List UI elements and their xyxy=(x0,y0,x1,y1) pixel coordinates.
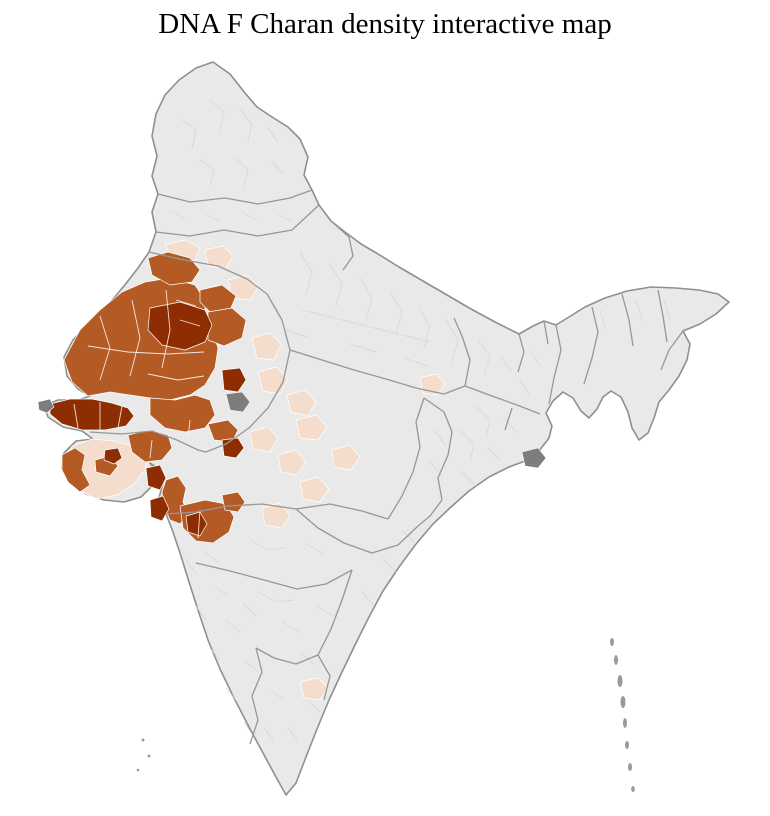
density-region-high[interactable] xyxy=(149,495,170,522)
andaman-island[interactable] xyxy=(631,786,635,792)
no-data-region[interactable] xyxy=(37,398,55,414)
andaman-island[interactable] xyxy=(623,718,627,728)
andaman-island[interactable] xyxy=(614,655,618,665)
density-region-low[interactable] xyxy=(261,502,291,529)
density-region-low[interactable] xyxy=(204,245,234,269)
density-region-low[interactable] xyxy=(295,414,328,441)
density-region-high[interactable] xyxy=(49,398,135,431)
density-region-high[interactable] xyxy=(147,301,213,351)
density-region-medium[interactable] xyxy=(207,419,239,443)
density-region-high[interactable] xyxy=(145,464,167,491)
lakshadweep-island[interactable] xyxy=(136,768,140,772)
andaman-island[interactable] xyxy=(620,696,626,708)
district-borders xyxy=(169,99,671,741)
no-data-region[interactable] xyxy=(225,391,251,413)
andaman-island[interactable] xyxy=(625,741,629,749)
density-region-low[interactable] xyxy=(299,677,329,701)
density-region-medium[interactable] xyxy=(61,447,91,493)
density-region-high[interactable] xyxy=(103,447,123,465)
density-region-low[interactable] xyxy=(251,332,282,361)
density-region-low[interactable] xyxy=(331,444,361,471)
density-region-high[interactable] xyxy=(185,511,208,537)
andaman-island[interactable] xyxy=(628,763,632,771)
cluster-district-borders xyxy=(73,289,205,539)
lakshadweep-island[interactable] xyxy=(147,754,151,758)
island-group xyxy=(136,638,635,792)
density-region-low[interactable] xyxy=(249,426,279,453)
density-region-medium[interactable] xyxy=(149,394,216,433)
no-data-region[interactable] xyxy=(521,447,547,469)
state-borders xyxy=(89,189,684,745)
no-data-group xyxy=(37,391,547,469)
andaman-island[interactable] xyxy=(617,675,623,687)
density-region-medium[interactable] xyxy=(207,307,247,347)
density-region-medium[interactable] xyxy=(221,491,246,513)
density-region-low[interactable] xyxy=(277,449,307,476)
density-region-low[interactable] xyxy=(286,389,317,417)
density-region-high[interactable] xyxy=(221,367,247,393)
lakshadweep-island[interactable] xyxy=(141,738,145,742)
page-title: DNA F Charan density interactive map xyxy=(158,8,612,40)
india-outline[interactable] xyxy=(43,61,730,796)
andaman-island[interactable] xyxy=(610,638,614,646)
density-region-low[interactable] xyxy=(299,476,330,503)
